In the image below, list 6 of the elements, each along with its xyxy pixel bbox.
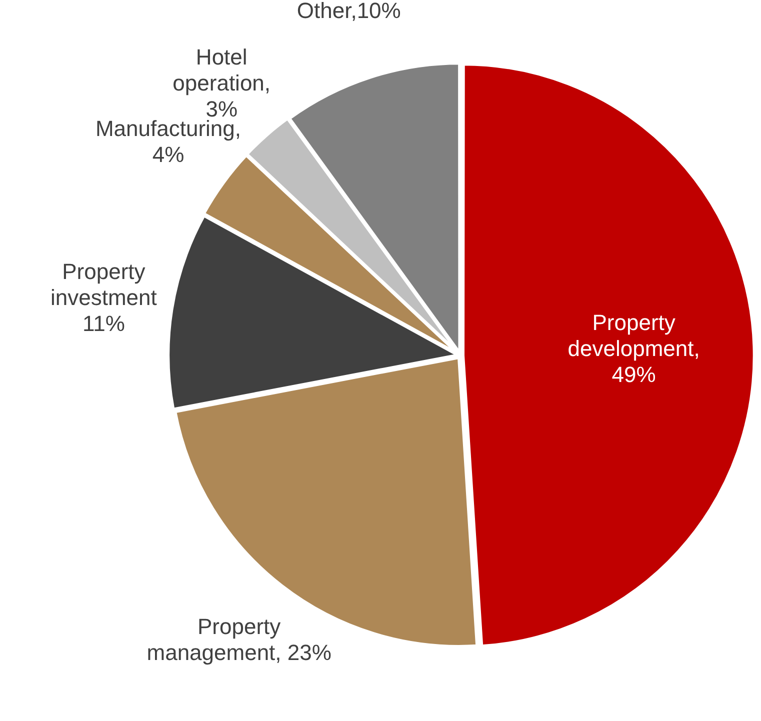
slice-label: Property development, 49% bbox=[568, 310, 700, 388]
slice-label: Other,10% bbox=[296, 0, 401, 23]
slice-label: Property management, 23% bbox=[146, 614, 332, 666]
data-label: 11% bbox=[82, 311, 125, 336]
slice-label: Property investment bbox=[50, 259, 157, 310]
slice-label: Manufacturing, 4% bbox=[95, 116, 242, 168]
